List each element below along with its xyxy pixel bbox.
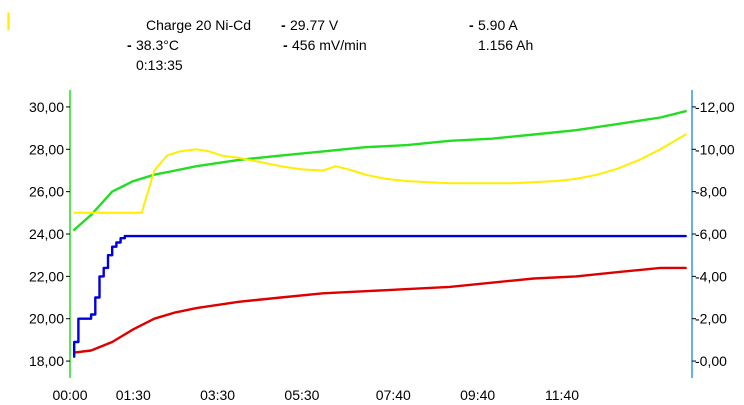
left-y-tick-label: 22,00 xyxy=(29,268,64,284)
legend-temperature: 38.3°C xyxy=(136,37,179,53)
legend-current: 5.90 A xyxy=(478,17,518,33)
left-y-tick-label: 26,00 xyxy=(29,184,64,200)
legend-capacity: 1.156 Ah xyxy=(478,37,533,53)
right-y-tick-label: -12,00 xyxy=(695,99,735,115)
legend-voltage-swatch: - xyxy=(281,17,286,33)
legend-voltage: 29.77 V xyxy=(290,17,339,33)
temperature-series-line xyxy=(72,266,687,354)
chart-legend: Charge 20 Ni-Cd - 29.77 V - 5.90 A - 38.… xyxy=(127,17,533,73)
status-indicator: | xyxy=(6,10,11,30)
x-tick-label: 09:40 xyxy=(460,387,495,403)
left-y-tick-label: 24,00 xyxy=(29,226,64,242)
x-tick-label: 07:40 xyxy=(376,387,411,403)
chart-series xyxy=(72,109,687,358)
rate-series-line xyxy=(73,133,687,214)
right-y-tick-label: -2,00 xyxy=(695,311,727,327)
right-y-tick-label: -4,00 xyxy=(695,268,727,284)
legend-temperature-swatch: - xyxy=(127,37,132,53)
x-tick-label: 00:00 xyxy=(52,387,87,403)
legend-title: Charge 20 Ni-Cd xyxy=(146,17,251,33)
left-y-tick-label: 20,00 xyxy=(29,311,64,327)
x-tick-label: 03:30 xyxy=(200,387,235,403)
legend-rate-swatch: - xyxy=(283,37,288,53)
legend-current-swatch: - xyxy=(469,17,474,33)
legend-elapsed: 0:13:35 xyxy=(136,57,183,73)
left-y-tick-label: 30,00 xyxy=(29,99,64,115)
current-series-line xyxy=(72,234,687,358)
left-y-tick-label: 28,00 xyxy=(29,141,64,157)
x-tick-label: 01:30 xyxy=(116,387,151,403)
chart-axes: 30,00 28,00 26,00 24,00 22,00 20,00 18,00 -12,0… xyxy=(29,90,735,403)
x-tick-label: 05:30 xyxy=(284,387,319,403)
right-y-tick-label: -8,00 xyxy=(695,184,727,200)
voltage-series-line xyxy=(72,109,687,232)
left-y-tick-label: 18,00 xyxy=(29,353,64,369)
legend-rate: 456 mV/min xyxy=(292,37,367,53)
right-y-tick-label: -10,00 xyxy=(695,141,735,157)
x-tick-label: 11:40 xyxy=(545,387,579,403)
right-y-tick-label: -0,00 xyxy=(695,353,727,369)
right-y-tick-label: -6,00 xyxy=(695,226,727,242)
